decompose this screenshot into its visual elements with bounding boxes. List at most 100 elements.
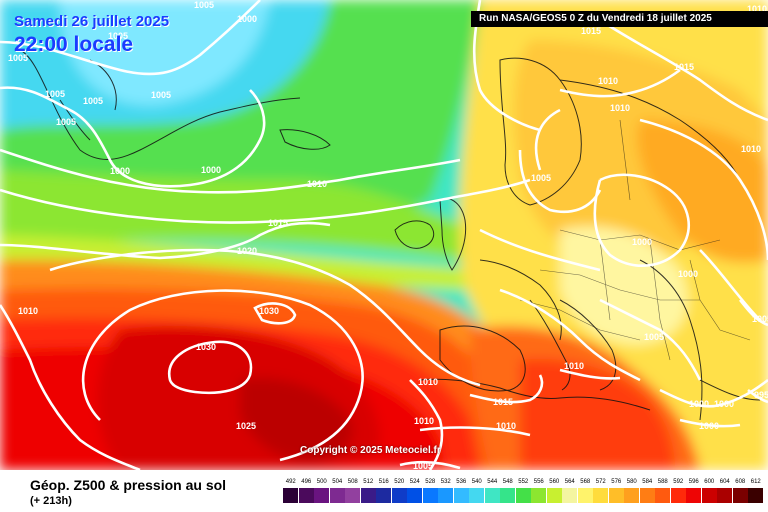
legend-title: Géop. Z500 & pression au sol bbox=[30, 477, 227, 493]
scale-cell: 584 bbox=[639, 479, 656, 503]
isobar-label: 1015 bbox=[581, 26, 602, 36]
isobar-label: 1010 bbox=[418, 377, 439, 387]
scale-label: 548 bbox=[502, 479, 513, 485]
isobar-label: 1005 bbox=[108, 31, 129, 41]
scale-cell: 580 bbox=[624, 479, 640, 503]
scale-swatch bbox=[624, 488, 640, 503]
isobar-label: 1015 bbox=[268, 218, 289, 228]
isobar-label: 1005 bbox=[45, 89, 66, 99]
isobar-label: 1000 bbox=[714, 399, 735, 409]
scale-label: 568 bbox=[580, 479, 591, 485]
isobar-label: 1005 bbox=[413, 461, 434, 471]
scale-cell: 504 bbox=[329, 479, 346, 503]
scale-swatch bbox=[422, 488, 438, 503]
scale-label: 512 bbox=[363, 479, 374, 485]
scale-swatch bbox=[329, 488, 345, 503]
scale-swatch bbox=[686, 488, 702, 503]
scale-cell: 564 bbox=[562, 479, 578, 503]
isobar-label: 1000 bbox=[699, 421, 720, 431]
isobar-label: 995 bbox=[754, 390, 768, 400]
color-scale: 492 496 500 504 508 512 516 520 524 528 532 536 540 5… bbox=[283, 479, 764, 503]
isobar-label: 1010 bbox=[747, 4, 768, 14]
scale-label: 612 bbox=[750, 479, 761, 485]
scale-swatch bbox=[639, 488, 655, 503]
isobar-label: 1000 bbox=[110, 166, 131, 176]
isobar-label: 1000 bbox=[237, 14, 258, 24]
isobar-label: 1005 bbox=[56, 117, 77, 127]
isobar-label: 1010 bbox=[598, 76, 619, 86]
isobar-label: 1005 bbox=[752, 314, 768, 324]
scale-cell: 596 bbox=[686, 479, 702, 503]
scale-swatch bbox=[298, 488, 314, 503]
isobar-label: 1020 bbox=[237, 246, 258, 256]
scale-swatch bbox=[453, 488, 469, 503]
scale-label: 564 bbox=[564, 479, 575, 485]
scale-label: 528 bbox=[425, 479, 436, 485]
scale-label: 576 bbox=[611, 479, 622, 485]
isobar-label: 1000 bbox=[689, 399, 710, 409]
isobar-label: 1025 bbox=[236, 421, 257, 431]
isobar-label: 1010 bbox=[496, 421, 517, 431]
scale-swatch bbox=[748, 488, 764, 503]
scale-swatch bbox=[407, 488, 423, 503]
scale-label: 508 bbox=[347, 479, 358, 485]
scale-cell: 552 bbox=[515, 479, 532, 503]
borders bbox=[519, 119, 751, 361]
scale-label: 552 bbox=[518, 479, 529, 485]
isobar-label: 1010 bbox=[307, 179, 328, 189]
scale-label: 580 bbox=[626, 479, 637, 485]
scale-cell: 604 bbox=[717, 479, 733, 503]
scale-swatch bbox=[562, 488, 578, 503]
scale-swatch bbox=[546, 488, 562, 503]
scale-cell: 608 bbox=[732, 479, 749, 503]
scale-cell: 516 bbox=[376, 479, 392, 503]
scale-label: 560 bbox=[549, 479, 560, 485]
isobar-label: 1005 bbox=[194, 0, 215, 10]
geopotential-map bbox=[0, 0, 768, 470]
scale-cell: 556 bbox=[531, 479, 547, 503]
isobar-label: 1030 bbox=[259, 306, 280, 316]
scale-cell: 576 bbox=[608, 479, 625, 503]
scale-label: 544 bbox=[487, 479, 498, 485]
isobar-label: 1005 bbox=[644, 332, 665, 342]
isobar-label: 1005 bbox=[151, 90, 172, 100]
scale-swatch bbox=[345, 488, 361, 503]
scale-cell: 540 bbox=[469, 479, 485, 503]
isobar-label: 1015 bbox=[493, 397, 514, 407]
scale-label: 556 bbox=[533, 479, 544, 485]
isobar-label: 1000 bbox=[632, 237, 653, 247]
scale-label: 492 bbox=[285, 479, 296, 485]
isobar-label: 1000 bbox=[678, 269, 699, 279]
scale-label: 520 bbox=[394, 479, 405, 485]
scale-swatch bbox=[655, 488, 671, 503]
scale-swatch bbox=[484, 488, 500, 503]
run-info-banner: Run NASA/GEOS5 0 Z du Vendredi 18 juille… bbox=[471, 11, 768, 27]
isobar-label: 1030 bbox=[196, 342, 217, 352]
scale-cell: 572 bbox=[593, 479, 609, 503]
scale-cell: 560 bbox=[546, 479, 563, 503]
scale-cell: 588 bbox=[655, 479, 671, 503]
isobar-label: 1010 bbox=[610, 103, 631, 113]
scale-label: 588 bbox=[657, 479, 668, 485]
scale-swatch bbox=[732, 488, 748, 503]
isobar-label: 1000 bbox=[201, 165, 222, 175]
scale-label: 584 bbox=[642, 479, 653, 485]
scale-label: 516 bbox=[378, 479, 389, 485]
isobar-label: 1010 bbox=[414, 416, 435, 426]
isobar-lines bbox=[0, 0, 768, 470]
isobar-label: 1005 bbox=[8, 53, 29, 63]
isobar-label: 1005 bbox=[83, 96, 104, 106]
scale-cell: 524 bbox=[407, 479, 423, 503]
scale-swatch bbox=[593, 488, 609, 503]
scale-label: 536 bbox=[456, 479, 467, 485]
scale-cell: 532 bbox=[438, 479, 454, 503]
scale-label: 496 bbox=[301, 479, 312, 485]
scale-swatch bbox=[283, 488, 299, 503]
isobar-label: 1005 bbox=[531, 173, 552, 183]
scale-label: 532 bbox=[440, 479, 451, 485]
scale-cell: 548 bbox=[500, 479, 516, 503]
scale-cell: 492 bbox=[283, 479, 299, 503]
scale-label: 504 bbox=[332, 479, 343, 485]
scale-cell: 600 bbox=[701, 479, 718, 503]
scale-swatch bbox=[360, 488, 376, 503]
